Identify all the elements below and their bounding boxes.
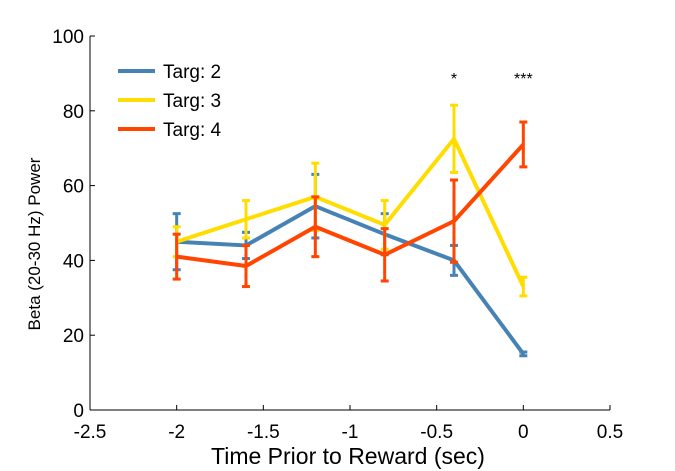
- error-bar: [380, 227, 389, 283]
- x-tick-label: -1: [342, 422, 359, 443]
- y-axis-label: Beta (20-30 Hz) Power: [25, 157, 44, 330]
- error-bar: [450, 103, 458, 175]
- error-bar: [311, 195, 320, 259]
- y-tick-label: 0: [73, 401, 84, 422]
- chart-series: [172, 103, 528, 358]
- error-bar: [519, 350, 528, 358]
- legend-label: Targ: 2: [163, 62, 221, 83]
- y-tick-label: 100: [52, 27, 84, 48]
- series-line: [176, 143, 525, 269]
- x-axis-label: Time Prior to Reward (sec): [211, 443, 485, 469]
- significance-marker: *: [451, 71, 457, 88]
- x-tick-label: -2: [168, 422, 185, 443]
- y-tick-label: 60: [63, 177, 84, 198]
- x-tick-label: -2.5: [74, 422, 107, 443]
- x-tick-label: 0: [518, 422, 529, 443]
- series-3: [172, 120, 528, 289]
- legend-item: Targ: 3: [118, 91, 221, 112]
- error-bar: [242, 199, 250, 240]
- chart-legend: Targ: 2 Targ: 3 Targ: 4: [118, 62, 222, 141]
- legend-item: Targ: 2: [118, 62, 221, 83]
- x-tick-label: -0.5: [420, 422, 453, 443]
- significance-marker: ***: [514, 71, 533, 88]
- error-bar: [450, 178, 458, 264]
- x-tick-label: -1.5: [247, 422, 280, 443]
- series-line: [176, 204, 525, 356]
- legend-label: Targ: 3: [163, 91, 221, 112]
- significance-annotations: * ***: [451, 71, 533, 88]
- legend-item: Targ: 4: [118, 120, 222, 141]
- error-bar: [519, 275, 528, 298]
- series-line: [176, 136, 526, 288]
- error-bar: [519, 120, 528, 169]
- error-bar: [242, 243, 250, 289]
- legend-label: Targ: 4: [163, 120, 222, 141]
- y-tick-label: 20: [63, 326, 84, 347]
- chart-axes: -2.5 -2 -1.5 -1 -0.5 0 0.5 0 20 40 60 80 100: [52, 27, 623, 443]
- y-tick-label: 80: [63, 102, 84, 123]
- error-bar: [172, 232, 181, 281]
- x-tick-label: 0.5: [597, 422, 623, 443]
- y-tick-label: 40: [63, 251, 84, 272]
